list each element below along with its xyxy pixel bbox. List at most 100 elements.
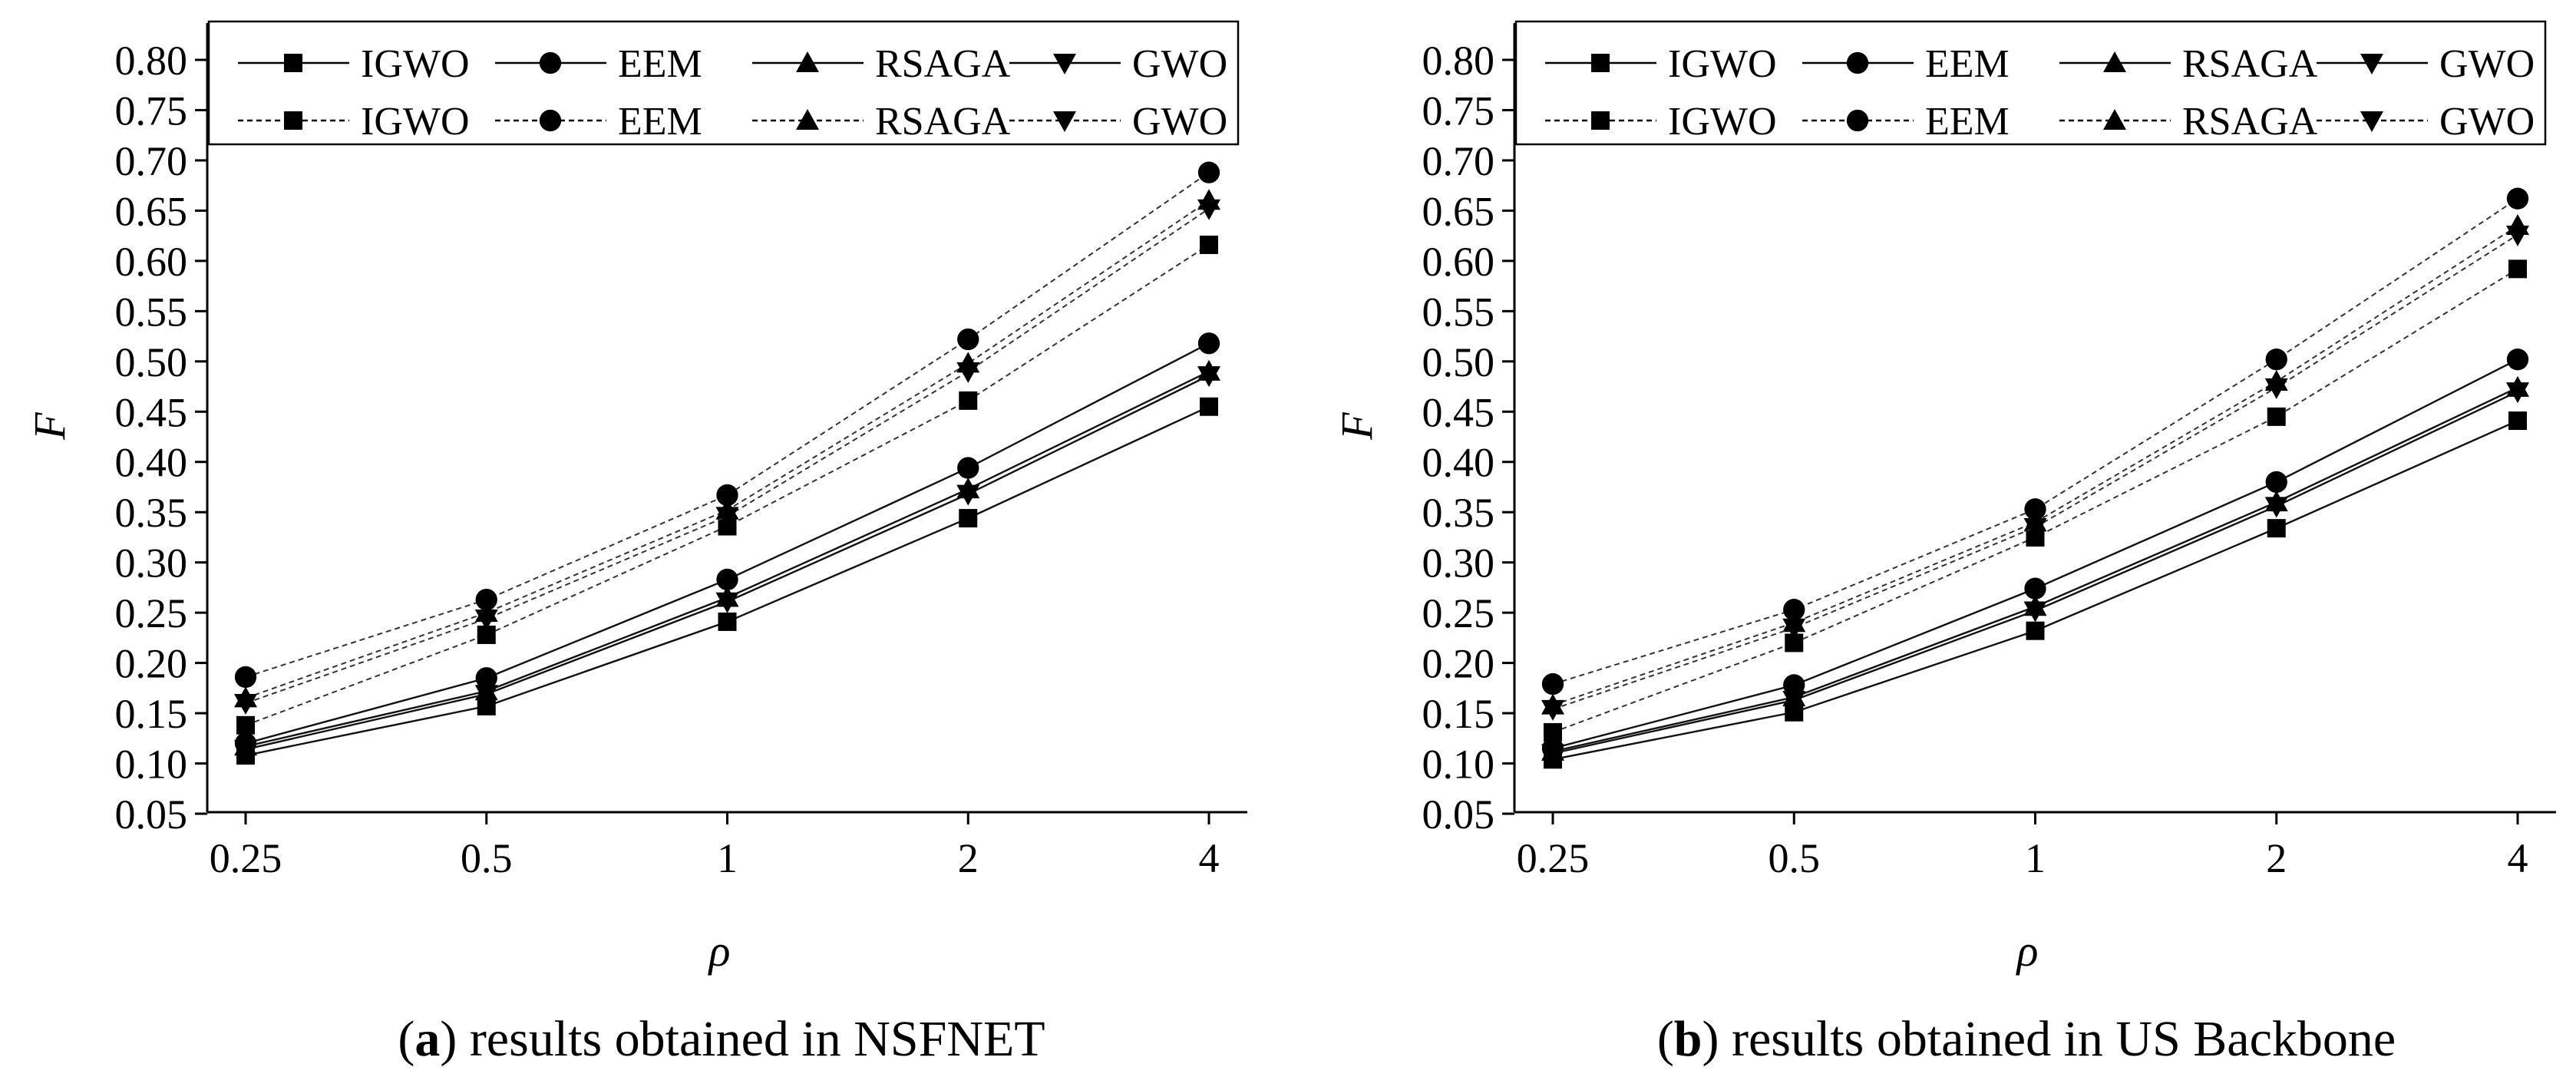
y-tick-label: 0.25 (1422, 590, 1495, 636)
data-point (2264, 497, 2288, 518)
data-point (475, 588, 497, 611)
data-point (1782, 691, 1806, 712)
data-point (2265, 471, 2287, 494)
data-point (1197, 199, 1220, 220)
y-axis-title: F (25, 412, 74, 441)
legend-label: IGWO (1668, 100, 1777, 144)
x-tick-label: 4 (2508, 835, 2528, 881)
legend-label: IGWO (1668, 42, 1777, 86)
data-point (715, 507, 739, 528)
legend-marker (2103, 109, 2126, 130)
data-point (234, 693, 257, 715)
y-tick-label: 0.20 (115, 641, 188, 687)
data-point (957, 328, 979, 351)
legend-marker (1053, 54, 1076, 74)
data-point (1197, 366, 1220, 388)
series-line (1552, 386, 2518, 752)
legend-label: EEM (618, 42, 702, 86)
series-dashed-gwo (1541, 225, 2529, 721)
data-point (234, 666, 257, 689)
x-axis-title: ρ (708, 926, 731, 976)
series-solid-eem (234, 332, 1220, 755)
legend-marker (2360, 54, 2383, 74)
panel-caption: (b) results obtained in US Backbone (1657, 1011, 2396, 1067)
data-point (2267, 407, 2286, 426)
y-tick-label: 0.10 (1422, 742, 1495, 788)
data-point (2508, 411, 2527, 431)
legend-label: RSAGA (2182, 100, 2318, 144)
data-point (957, 457, 979, 479)
caption-letter: b (1674, 1011, 1702, 1067)
y-tick-label: 0.80 (115, 38, 188, 84)
y-tick-label: 0.65 (115, 188, 188, 234)
caption-paren: ) (440, 1011, 469, 1067)
legend-marker (1591, 111, 1610, 130)
data-point (236, 715, 255, 735)
legend-marker (284, 111, 302, 130)
y-tick-label: 0.35 (1422, 490, 1495, 536)
series-dashed-gwo (234, 199, 1220, 715)
y-tick-label: 0.45 (1422, 389, 1495, 435)
y-tick-label: 0.40 (1422, 440, 1495, 486)
series-line (245, 244, 1210, 726)
chart-panel-b: 0.050.100.150.200.250.300.350.400.450.50… (1332, 20, 2556, 1067)
series-solid-eem (1541, 349, 2529, 760)
series-line (245, 375, 1210, 751)
series-solid-rsaga (234, 359, 1220, 756)
y-tick-label: 0.40 (115, 440, 188, 486)
data-point (1200, 235, 1218, 254)
data-point (716, 568, 738, 591)
y-tick-label: 0.50 (1422, 339, 1495, 385)
data-point (2264, 378, 2288, 399)
legend: IGWO EEM RSAGA GWO IGWO EEM RSAGA GWO (207, 20, 1240, 146)
series-dashed-eem (1541, 187, 2529, 695)
data-point (2023, 601, 2047, 623)
series-line (245, 370, 1210, 748)
legend-label: GWO (2439, 42, 2535, 86)
caption-paren: ( (1657, 1011, 1674, 1067)
data-point (1783, 599, 1805, 621)
data-point (2024, 577, 2046, 600)
legend-label: RSAGA (875, 42, 1011, 86)
data-point (2026, 621, 2045, 640)
panel-caption: (a) results obtained in NSFNET (398, 1011, 1045, 1067)
data-point (2506, 187, 2529, 210)
legend-label: IGWO (361, 100, 470, 144)
legend-label: RSAGA (2182, 42, 2318, 86)
x-tick-label: 1 (717, 835, 738, 881)
y-tick-label: 0.15 (1422, 691, 1495, 737)
data-point (1197, 332, 1220, 355)
data-point (2267, 519, 2286, 538)
data-point (956, 484, 980, 506)
legend-marker (796, 109, 819, 130)
y-tick-label: 0.05 (115, 791, 188, 838)
y-tick-label: 0.60 (1422, 239, 1495, 285)
legend-marker (539, 51, 562, 74)
series-line (1552, 358, 2518, 750)
data-point (1197, 161, 1220, 183)
y-tick-label: 0.70 (115, 138, 188, 184)
y-tick-label: 0.70 (1422, 138, 1495, 184)
y-tick-label: 0.20 (1422, 641, 1495, 687)
caption-text: results obtained in NSFNET (470, 1011, 1045, 1067)
data-point (718, 612, 737, 631)
data-point (234, 740, 257, 762)
series-dashed-eem (234, 161, 1220, 689)
y-tick-label: 0.45 (115, 389, 188, 435)
legend-marker (796, 51, 819, 72)
caption-letter: a (414, 1011, 440, 1067)
legend: IGWO EEM RSAGA GWO IGWO EEM RSAGA GWO (1514, 20, 2547, 146)
y-tick-label: 0.60 (115, 239, 188, 285)
y-tick-label: 0.75 (115, 88, 188, 134)
data-point (1200, 397, 1218, 416)
data-point (2023, 517, 2047, 539)
y-tick-label: 0.05 (1422, 791, 1495, 838)
data-point (2506, 382, 2529, 404)
series-line (1552, 197, 2518, 686)
data-point (959, 391, 978, 410)
data-point (475, 667, 497, 689)
x-axis-title: ρ (2016, 926, 2039, 976)
data-point (2506, 349, 2529, 371)
legend-marker (2103, 51, 2126, 72)
legend-label: GWO (1132, 42, 1227, 86)
